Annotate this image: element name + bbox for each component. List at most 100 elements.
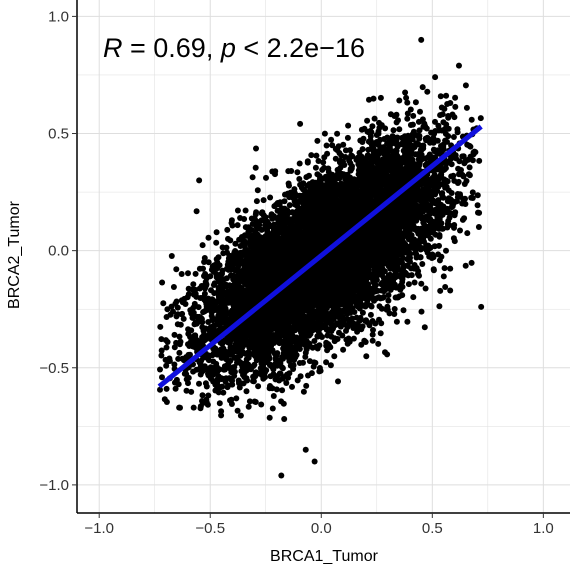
data-point: [163, 399, 170, 405]
data-point: [157, 366, 163, 373]
data-point: [369, 123, 376, 130]
data-point: [163, 344, 170, 351]
data-point: [457, 191, 463, 198]
data-point: [404, 318, 411, 325]
data-point: [324, 347, 331, 354]
data-point: [454, 126, 461, 133]
data-point: [327, 362, 334, 369]
data-point: [157, 386, 163, 393]
data-point: [243, 388, 250, 395]
data-point: [163, 362, 170, 369]
data-point: [434, 137, 441, 144]
data-point: [402, 89, 409, 96]
data-point: [170, 284, 177, 290]
data-point: [272, 376, 279, 383]
data-point: [172, 385, 179, 392]
data-point: [260, 197, 267, 204]
data-point: [180, 315, 187, 322]
data-point: [418, 308, 425, 315]
data-point: [405, 281, 412, 288]
data-point: [441, 105, 448, 112]
data-point: [159, 374, 165, 381]
data-point: [437, 287, 444, 294]
data-point: [359, 309, 366, 316]
data-point: [245, 403, 252, 410]
data-point: [430, 266, 437, 273]
data-point: [312, 164, 319, 171]
data-point: [421, 324, 428, 331]
data-point: [459, 153, 466, 160]
data-point: [328, 136, 335, 143]
data-point: [427, 235, 434, 242]
data-point: [315, 158, 322, 164]
data-point: [375, 340, 382, 347]
data-point: [175, 381, 182, 388]
data-point: [369, 331, 376, 338]
data-point: [467, 143, 474, 150]
data-point: [432, 74, 439, 81]
data-point: [300, 388, 307, 395]
data-point: [403, 94, 410, 101]
data-point: [192, 270, 199, 277]
data-point: [308, 152, 315, 159]
data-point: [205, 319, 212, 325]
data-point: [296, 176, 303, 182]
data-point: [445, 113, 452, 119]
data-point: [263, 367, 270, 374]
data-point: [410, 112, 417, 119]
data-point: [370, 327, 376, 333]
data-point: [314, 137, 321, 144]
data-point: [360, 135, 367, 142]
data-point: [376, 316, 382, 323]
data-point: [424, 88, 431, 95]
data-point: [420, 145, 427, 152]
data-point: [349, 315, 356, 322]
data-point: [462, 262, 469, 269]
data-point: [391, 311, 398, 317]
data-point: [331, 353, 338, 360]
data-point: [220, 389, 227, 396]
data-point: [442, 284, 449, 290]
data-point: [416, 272, 422, 279]
data-point: [218, 412, 225, 419]
data-point: [270, 393, 277, 399]
data-point: [365, 146, 372, 153]
data-point: [213, 229, 220, 236]
data-point: [461, 181, 468, 187]
data-point: [183, 387, 190, 394]
data-point: [437, 93, 444, 100]
data-point: [234, 222, 241, 229]
data-point: [320, 159, 327, 166]
data-point: [313, 343, 319, 350]
data-point: [283, 380, 290, 386]
data-point: [323, 359, 330, 366]
data-point: [366, 322, 373, 329]
data-point: [450, 172, 457, 179]
data-point: [213, 239, 220, 246]
data-point: [233, 395, 240, 402]
data-point: [474, 192, 481, 199]
data-point: [199, 398, 205, 404]
data-point: [297, 181, 304, 188]
data-point: [267, 194, 274, 201]
data-point: [400, 307, 407, 314]
data-point: [339, 332, 346, 339]
data-point: [188, 388, 195, 395]
data-point: [273, 386, 280, 393]
data-point: [197, 405, 204, 412]
data-point: [335, 378, 341, 385]
data-point: [451, 114, 458, 121]
data-point: [469, 189, 476, 196]
data-point: [377, 330, 384, 337]
data-point: [468, 116, 475, 123]
data-point: [443, 92, 450, 99]
data-point: [176, 333, 183, 340]
data-point: [452, 94, 459, 101]
data-point: [410, 294, 417, 301]
data-point: [364, 117, 371, 124]
data-point: [344, 134, 351, 141]
data-point: [476, 209, 483, 216]
data-point: [363, 317, 369, 324]
data-point: [216, 400, 223, 407]
